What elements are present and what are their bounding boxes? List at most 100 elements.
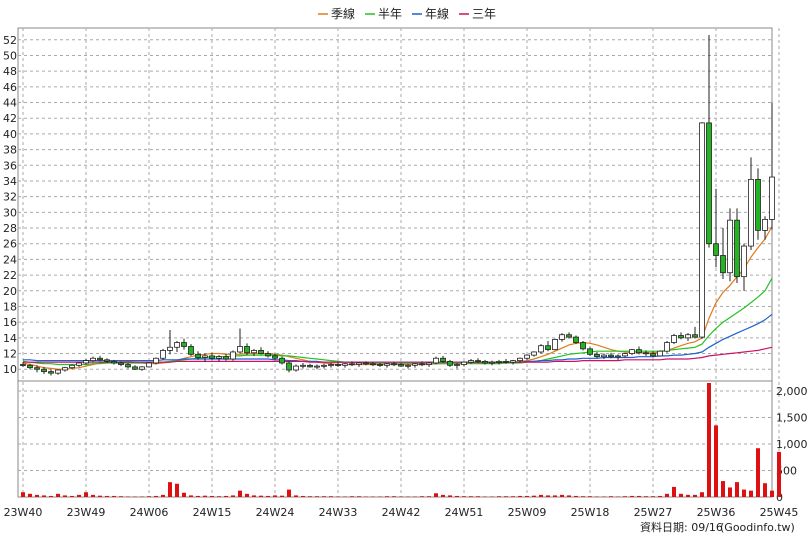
candle-body-53 (391, 363, 397, 366)
candle-body-38 (286, 362, 292, 371)
volume-bar-12 (105, 495, 109, 497)
candle-body-64 (468, 360, 474, 363)
volume-bar-15 (126, 496, 130, 497)
candle-29 (223, 353, 229, 361)
candle-25 (195, 351, 201, 360)
candle-body-81 (587, 348, 593, 355)
candle-17 (139, 366, 145, 371)
candle-48 (356, 362, 362, 367)
volume-bar-1 (28, 493, 32, 497)
volume-bar-59 (434, 493, 438, 497)
candle-40 (300, 362, 306, 369)
candle-86 (622, 352, 628, 358)
candle-50 (370, 362, 376, 367)
volume-tick-1: 500 (776, 464, 797, 477)
candle-61 (447, 359, 453, 367)
candle-body-101 (727, 219, 733, 274)
candle-96 (692, 326, 698, 339)
candle-27 (209, 352, 215, 360)
volume-bar-7 (70, 495, 74, 497)
candle-body-67 (489, 361, 495, 364)
volume-bar-21 (168, 482, 172, 497)
candle-80 (580, 340, 586, 351)
candle-body-61 (447, 360, 453, 366)
volume-bar-31 (238, 490, 242, 497)
volume-bars (21, 383, 781, 497)
volume-bar-73 (532, 495, 536, 497)
candle-body-96 (692, 334, 698, 338)
volume-bar-0 (21, 492, 25, 497)
candle-23 (181, 338, 187, 350)
price-tick-1: 12 (3, 348, 17, 361)
price-tick-17: 44 (3, 97, 17, 110)
volume-bar-46 (343, 496, 347, 497)
candle-body-57 (419, 363, 425, 366)
volume-bar-19 (154, 495, 158, 497)
candle-104 (748, 157, 754, 250)
volume-bar-38 (287, 489, 291, 497)
candle-body-66 (482, 360, 488, 364)
candle-32 (244, 343, 250, 356)
candle-body-25 (195, 353, 201, 358)
price-tick-11: 32 (3, 191, 17, 204)
candle-body-36 (272, 355, 278, 359)
price-tick-8: 26 (3, 238, 17, 251)
time-axis: 23W40 23W49 24W06 24W15 24W24 24W33 24W42 24W51… (4, 506, 799, 519)
candle-body-2 (34, 367, 40, 370)
candle-43 (321, 363, 327, 369)
volume-bar-5 (56, 493, 60, 497)
price-tick-12: 34 (3, 175, 17, 188)
candle-45 (335, 362, 341, 367)
candle-103 (741, 243, 747, 291)
candle-body-94 (678, 335, 684, 339)
candle-4 (48, 369, 54, 376)
candle-0 (20, 362, 26, 367)
candle-87 (629, 348, 635, 356)
volume-bar-97 (700, 492, 704, 497)
price-tick-15: 40 (3, 128, 17, 141)
candle-9 (83, 359, 89, 365)
time-tick-6: 24W42 (382, 506, 421, 519)
volume-plot-area (17, 380, 773, 498)
price-tick-10: 30 (3, 206, 17, 219)
candle-body-21 (167, 346, 173, 351)
time-tick-3: 24W15 (193, 506, 232, 519)
candle-34 (258, 347, 264, 355)
volume-bar-61 (448, 495, 452, 497)
time-tick-7: 24W51 (445, 506, 484, 519)
volume-bar-76 (553, 495, 557, 497)
legend-label-0: 季線 (331, 6, 355, 21)
volume-bar-41 (308, 496, 312, 497)
candle-body-44 (328, 364, 334, 366)
volume-bar-82 (595, 496, 599, 497)
volume-bar-88 (637, 495, 641, 497)
candle-body-89 (643, 352, 649, 355)
legend-label-2: 年線 (425, 6, 449, 21)
volume-bar-77 (560, 494, 564, 497)
legend-label-1: 半年 (378, 7, 402, 21)
candle-8 (76, 362, 82, 367)
candle-body-30 (230, 351, 236, 360)
candle-body-62 (454, 364, 460, 366)
candle-body-98 (706, 122, 712, 245)
time-tick-9: 25W18 (571, 506, 610, 519)
candle-body-102 (734, 219, 740, 278)
candle-72 (524, 354, 530, 360)
candle-body-19 (153, 357, 159, 364)
volume-bar-32 (245, 493, 249, 497)
candle-body-39 (293, 365, 299, 371)
volume-axis: 0 500 1,000 1,500 2,000 (776, 385, 808, 504)
candle-26 (202, 353, 208, 363)
candle-body-52 (384, 363, 390, 366)
volume-bar-6 (63, 495, 67, 497)
candle-79 (573, 335, 579, 345)
candle-body-26 (202, 355, 208, 358)
candle-90 (650, 351, 656, 358)
volume-bar-99 (714, 425, 718, 497)
candle-body-63 (461, 361, 467, 365)
volume-bar-81 (588, 496, 592, 497)
price-axis: 10 12 14 16 18 20 22 24 26 28 30 32 34 36 38 40 42 44 46 48… (3, 34, 17, 376)
candle-body-47 (349, 363, 355, 366)
candle-body-27 (209, 355, 215, 359)
candle-body-32 (244, 346, 250, 354)
